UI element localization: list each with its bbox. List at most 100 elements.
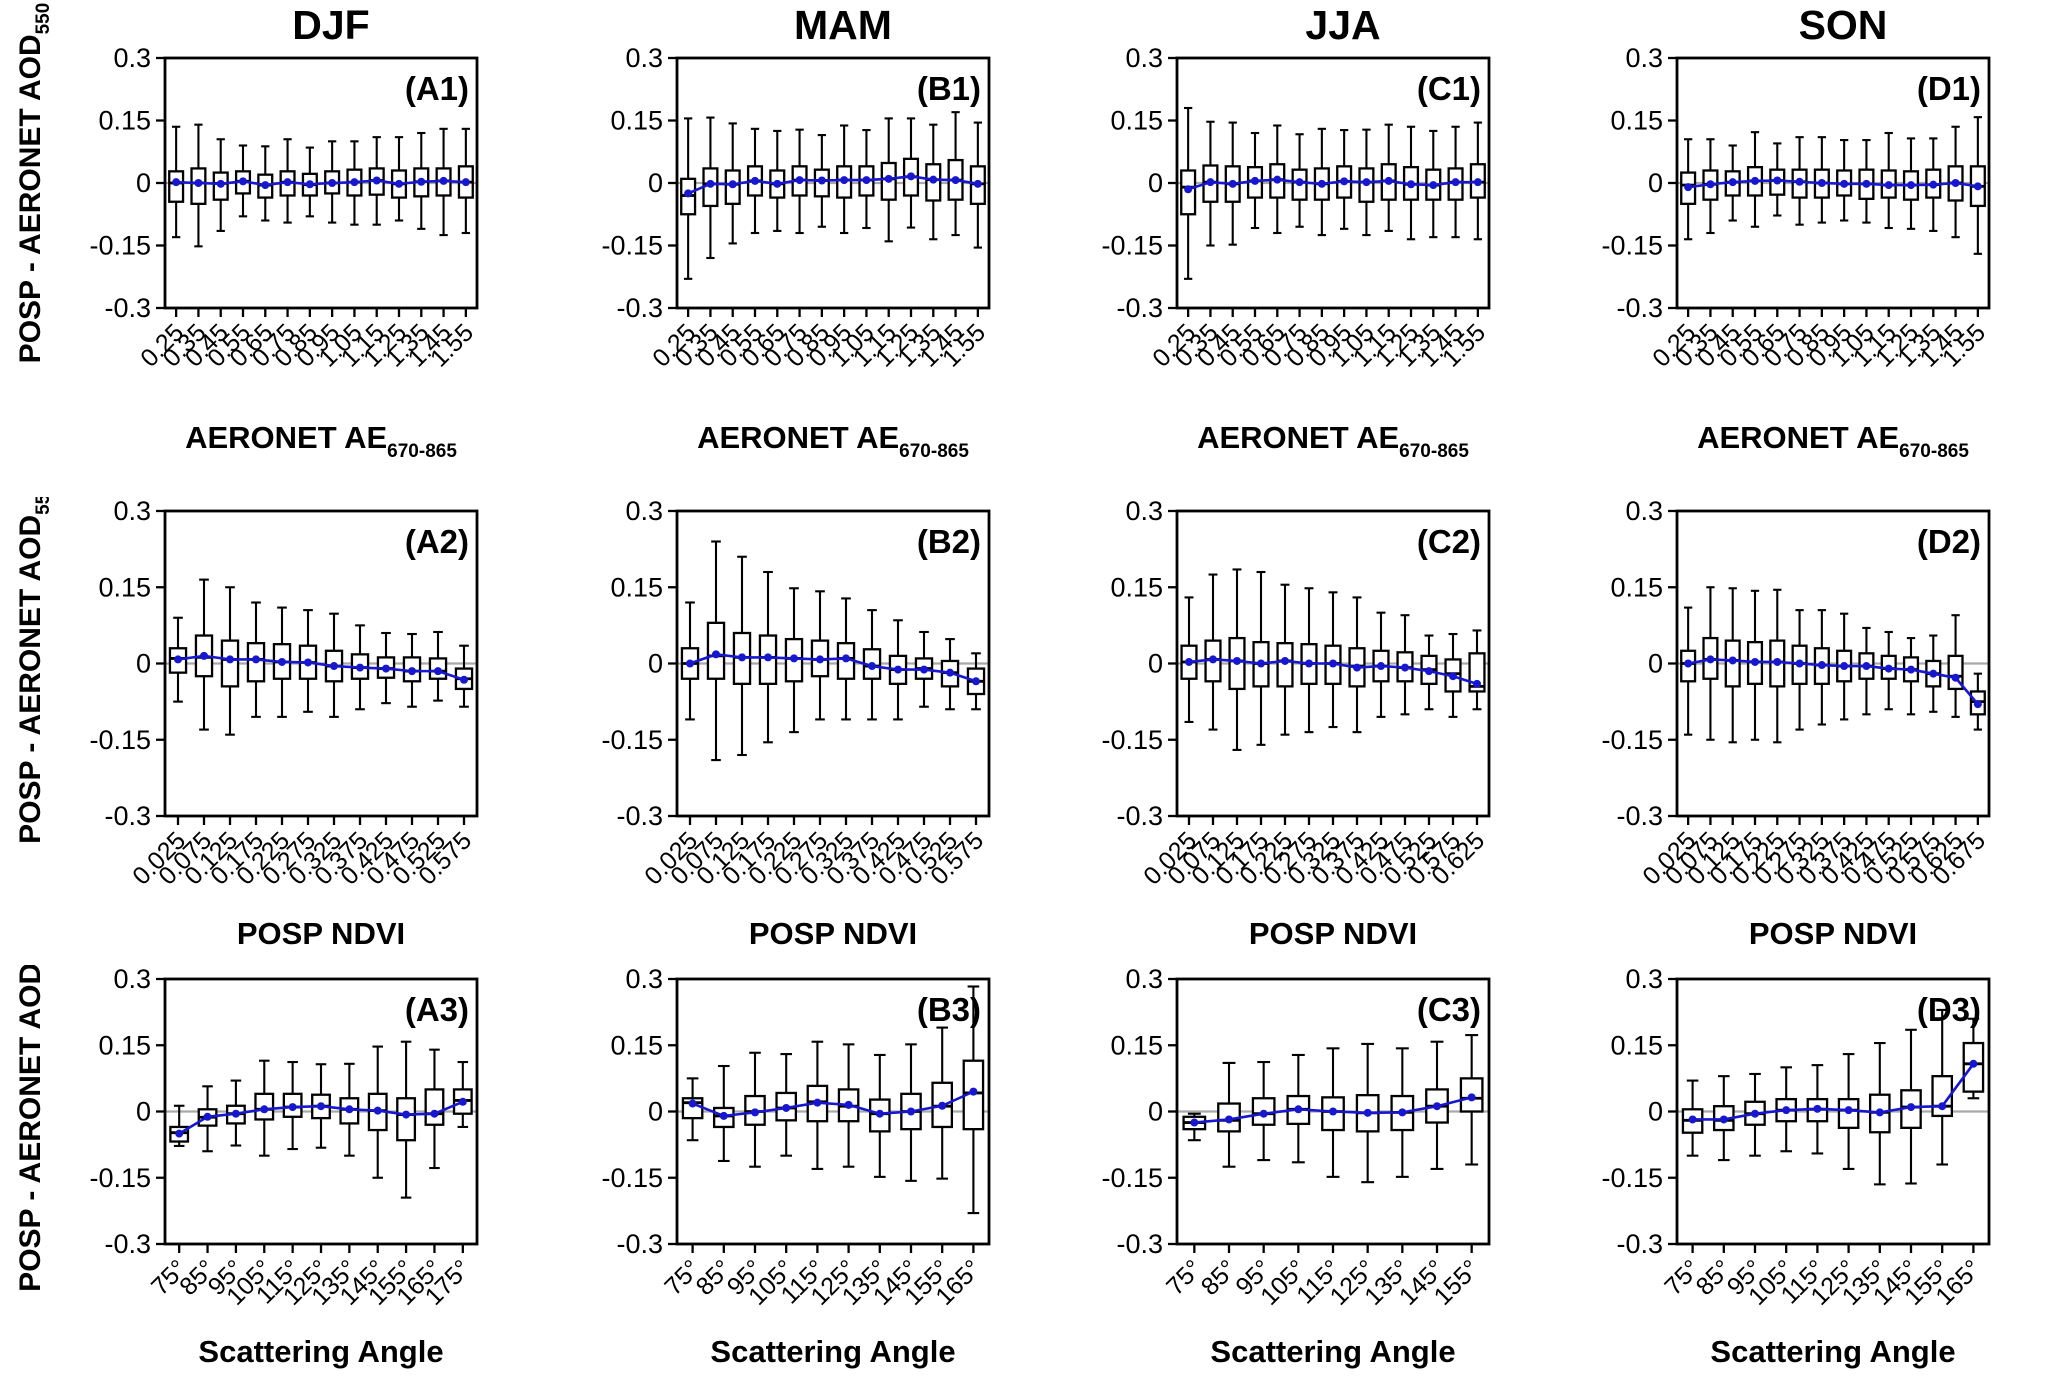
svg-text:0: 0 <box>648 168 663 198</box>
boxplot-svg-D3: 0.30.150-0.15-0.375°85°95°105°115°125°13… <box>1601 965 1991 1369</box>
svg-text:0.15: 0.15 <box>98 572 151 602</box>
svg-text:POSP NDVI: POSP NDVI <box>237 916 405 951</box>
svg-text:(C3): (C3) <box>1417 991 1481 1028</box>
svg-text:0.15: 0.15 <box>1110 572 1163 602</box>
svg-text:POSP - AERONET AOD550: POSP - AERONET AOD550 <box>14 497 54 844</box>
panel-A2: 0.3 0.15 0 -0.15 -0.3 0.025 0.075 0.125 0.175 0.2… <box>0 497 565 965</box>
boxplot-svg-B2: 0.30.150-0.15-0.30.0250.0750.1250.1750.2… <box>601 497 991 951</box>
svg-text:0.15: 0.15 <box>610 106 663 136</box>
panel-A3: 0.3 0.15 0 -0.15 -0.3 75° 85° 95° 105° 115° 125° 13… <box>0 965 565 1390</box>
svg-text:0.3: 0.3 <box>625 965 663 994</box>
svg-text:0.3: 0.3 <box>1625 43 1663 73</box>
svg-text:0.15: 0.15 <box>1610 1030 1663 1060</box>
svg-text:Scattering Angle: Scattering Angle <box>1210 1334 1455 1369</box>
panel-C3: 0.3 0.15 0 -0.15 -0.3 75° 85° 95° 105° 115° 125° 13… <box>1065 965 1565 1390</box>
boxplot-svg-A1: 0.30.150-0.15-0.30.250.350.450.550.650.7… <box>14 3 479 462</box>
boxplot-svg-C1: 0.30.150-0.15-0.30.250.350.450.550.650.7… <box>1101 43 1491 462</box>
panel-B3: 0.3 0.15 0 -0.15 -0.3 75° 85° 95° 105° 115° 125° 13… <box>565 965 1065 1390</box>
column-title-jja: JJA <box>1305 2 1381 48</box>
column-title-son: SON <box>1798 2 1888 48</box>
svg-text:Scattering Angle: Scattering Angle <box>1710 1334 1955 1369</box>
svg-text:0.15: 0.15 <box>610 572 663 602</box>
svg-text:-0.15: -0.15 <box>601 231 663 261</box>
svg-text:0: 0 <box>1148 649 1163 679</box>
svg-text:-0.15: -0.15 <box>601 725 663 755</box>
svg-text:(A3): (A3) <box>405 991 469 1028</box>
svg-text:-0.15: -0.15 <box>1601 725 1663 755</box>
column-title-mam: MAM <box>794 2 892 48</box>
svg-text:Scattering Angle: Scattering Angle <box>710 1334 955 1369</box>
svg-text:POSP NDVI: POSP NDVI <box>1749 916 1917 951</box>
svg-text:(D3): (D3) <box>1917 991 1981 1028</box>
svg-text:(C2): (C2) <box>1417 523 1481 560</box>
boxplot-svg-B3: 0.30.150-0.15-0.375°85°95°105°115°125°13… <box>601 965 991 1369</box>
svg-text:(B1): (B1) <box>917 70 981 107</box>
panel-B1: 0.3 0.15 0 -0.15 -0.3 0.25 0.35 0.45 0.55 0.65 0.7… <box>565 0 1065 497</box>
svg-text:(D1): (D1) <box>1917 70 1981 107</box>
svg-text:0.15: 0.15 <box>1110 1030 1163 1060</box>
svg-text:AERONET AE670-865: AERONET AE670-865 <box>185 420 457 462</box>
boxplot-svg-C3: 0.30.150-0.15-0.375°85°95°105°115°125°13… <box>1101 965 1491 1369</box>
svg-text:-0.15: -0.15 <box>1601 231 1663 261</box>
svg-text:-0.3: -0.3 <box>1616 801 1663 831</box>
svg-text:0.15: 0.15 <box>98 106 151 136</box>
panel-D3: 0.3 0.15 0 -0.15 -0.3 75° 85° 95° 105° 115° 125° 13… <box>1565 965 2067 1390</box>
svg-text:0.15: 0.15 <box>1610 572 1663 602</box>
svg-text:-0.15: -0.15 <box>1101 231 1163 261</box>
svg-text:0.15: 0.15 <box>98 1030 151 1060</box>
svg-text:POSP - AERONET AOD550: POSP - AERONET AOD550 <box>14 965 54 1292</box>
boxplot-svg-D1: 0.30.150-0.15-0.30.250.350.450.550.650.7… <box>1601 43 1991 462</box>
svg-text:0.3: 0.3 <box>1625 965 1663 994</box>
svg-text:POSP NDVI: POSP NDVI <box>1249 916 1417 951</box>
svg-text:-0.15: -0.15 <box>601 1163 663 1193</box>
svg-text:-0.3: -0.3 <box>616 801 663 831</box>
svg-text:-0.15: -0.15 <box>89 231 151 261</box>
svg-text:0.3: 0.3 <box>625 43 663 73</box>
boxplot-svg-A3: 0.30.150-0.15-0.375°85°95°105°115°125°13… <box>14 965 479 1369</box>
svg-text:0: 0 <box>648 649 663 679</box>
svg-text:-0.3: -0.3 <box>104 801 151 831</box>
svg-text:-0.3: -0.3 <box>616 293 663 323</box>
svg-text:-0.3: -0.3 <box>1116 801 1163 831</box>
boxplot-svg-B1: 0.30.150-0.15-0.30.250.350.450.550.650.7… <box>601 43 991 462</box>
svg-text:-0.3: -0.3 <box>1616 1229 1663 1259</box>
svg-text:(A1): (A1) <box>405 70 469 107</box>
svg-text:(D2): (D2) <box>1917 523 1981 560</box>
svg-text:-0.3: -0.3 <box>104 293 151 323</box>
svg-text:-0.15: -0.15 <box>1601 1163 1663 1193</box>
svg-text:-0.3: -0.3 <box>1616 293 1663 323</box>
svg-text:POSP NDVI: POSP NDVI <box>749 916 917 951</box>
svg-text:0.15: 0.15 <box>1110 106 1163 136</box>
svg-text:0: 0 <box>1148 1097 1163 1127</box>
svg-text:AERONET AE670-865: AERONET AE670-865 <box>1197 420 1469 462</box>
svg-text:0: 0 <box>1148 168 1163 198</box>
svg-text:POSP - AERONET AOD550: POSP - AERONET AOD550 <box>14 3 54 364</box>
boxplot-svg-D2: 0.30.150-0.15-0.30.0250.0750.1250.1750.2… <box>1601 497 1991 951</box>
panel-B2: 0.3 0.15 0 -0.15 -0.3 0.025 0.075 0.125 0.175 0.2… <box>565 497 1065 965</box>
svg-text:-0.3: -0.3 <box>616 1229 663 1259</box>
svg-text:0: 0 <box>1648 168 1663 198</box>
svg-text:0: 0 <box>136 1097 151 1127</box>
svg-text:0.15: 0.15 <box>1610 106 1663 136</box>
svg-text:0.3: 0.3 <box>1125 965 1163 994</box>
svg-text:-0.3: -0.3 <box>104 1229 151 1259</box>
svg-text:(A2): (A2) <box>405 523 469 560</box>
svg-text:(C1): (C1) <box>1417 70 1481 107</box>
column-title-djf: DJF <box>292 2 370 48</box>
svg-text:0.3: 0.3 <box>1125 43 1163 73</box>
svg-text:0.3: 0.3 <box>1125 497 1163 526</box>
svg-text:0.3: 0.3 <box>1625 497 1663 526</box>
svg-text:Scattering Angle: Scattering Angle <box>198 1334 443 1369</box>
panel-A1: 0.3 0.15 0 -0.15 -0.3 0.25 0.35 0.45 0.55 0.65 0.7… <box>0 0 565 497</box>
svg-text:-0.15: -0.15 <box>89 725 151 755</box>
boxplot-svg-C2: 0.30.150-0.15-0.30.0250.0750.1250.1750.2… <box>1101 497 1491 951</box>
svg-text:0: 0 <box>648 1097 663 1127</box>
svg-text:0.15: 0.15 <box>610 1030 663 1060</box>
svg-text:0: 0 <box>1648 1097 1663 1127</box>
svg-text:-0.3: -0.3 <box>1116 293 1163 323</box>
svg-text:(B3): (B3) <box>917 991 981 1028</box>
panel-D1: 0.3 0.15 0 -0.15 -0.3 0.25 0.35 0.45 0.55 0.65 0.7… <box>1565 0 2067 497</box>
panel-C2: 0.3 0.15 0 -0.15 -0.3 0.025 0.075 0.125 0.175 0.2… <box>1065 497 1565 965</box>
svg-text:0: 0 <box>1648 649 1663 679</box>
